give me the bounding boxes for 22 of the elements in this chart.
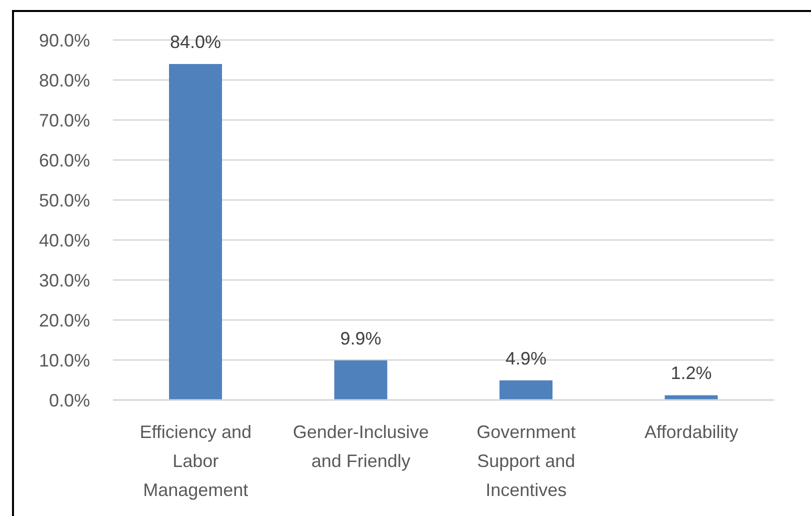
x-tick-label: Affordability <box>644 422 738 442</box>
y-tick-label: 60.0% <box>38 150 90 170</box>
bar <box>169 64 222 400</box>
y-tick-label: 50.0% <box>38 190 90 210</box>
data-label: 1.2% <box>670 363 712 384</box>
y-tick-label: 70.0% <box>38 110 90 130</box>
x-tick-label: Gender-Inclusive and Friendly <box>292 422 429 471</box>
y-tick-label: 40.0% <box>38 230 90 250</box>
data-label: 9.9% <box>340 328 382 348</box>
bar <box>664 395 718 400</box>
data-label: 84.0% <box>170 32 222 52</box>
y-tick-label: 20.0% <box>38 310 90 330</box>
bar <box>500 380 552 400</box>
y-tick-label: 90.0% <box>38 30 90 50</box>
data-label: 4.9% <box>505 348 547 368</box>
y-tick-label: 10.0% <box>38 350 90 370</box>
x-tick-label: Efficiency and Labor Management <box>140 422 252 500</box>
x-tick-label: Government Support and Incentives <box>476 422 576 500</box>
y-tick-label: 0.0% <box>48 390 90 410</box>
bar <box>334 360 388 400</box>
y-tick-label: 30.0% <box>38 270 90 290</box>
y-tick-label: 80.0% <box>38 70 90 90</box>
